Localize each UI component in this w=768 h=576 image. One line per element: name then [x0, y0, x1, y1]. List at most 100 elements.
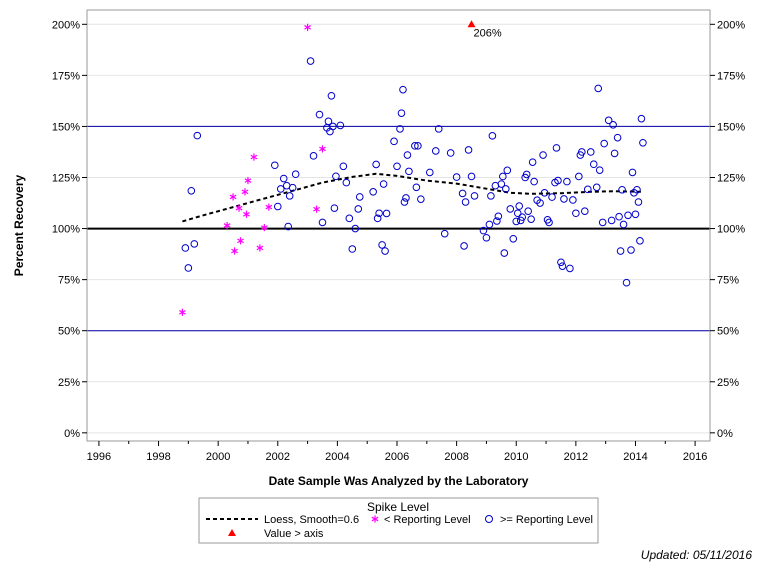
data-point-circle	[279, 174, 288, 183]
legend-label-below-reporting: < Reporting Level	[384, 514, 471, 526]
data-point-circle	[372, 160, 380, 169]
y-tick-label-right: 75%	[717, 275, 739, 287]
data-point-circle	[499, 172, 507, 181]
data-point-circle	[500, 249, 509, 257]
data-point-circle	[494, 212, 503, 221]
data-point-circle	[607, 216, 616, 225]
data-point-circle	[440, 229, 449, 238]
data-point-asterisk	[265, 203, 273, 211]
plot-frame	[86, 9, 711, 442]
data-point-circle	[619, 220, 628, 229]
data-point-circle	[327, 91, 336, 100]
data-point-asterisk	[235, 204, 243, 212]
y-axis-right: 0% 25% 50% 75% 100% 125% 150% 175% 200%	[710, 19, 745, 440]
data-point-circle	[583, 185, 592, 194]
data-point-circle	[586, 148, 595, 156]
data-point-circle	[339, 162, 348, 171]
data-point-circle	[509, 234, 518, 243]
data-point-circle	[431, 147, 440, 155]
data-point-circle	[479, 226, 488, 235]
data-point-circle	[540, 189, 549, 197]
legend-label-value-above-axis: Value > axis	[264, 528, 324, 540]
data-point-circle	[379, 180, 388, 188]
data-point-asterisk	[229, 193, 237, 201]
data-point-circle	[631, 210, 640, 219]
data-point-asterisk	[256, 244, 264, 252]
data-point-circle	[434, 125, 443, 133]
data-point-circle	[527, 215, 535, 223]
data-point-circle	[595, 166, 604, 174]
data-point-circle	[373, 214, 382, 223]
data-point-circle	[400, 198, 409, 206]
data-point-circle	[284, 222, 293, 231]
y-tick-label-right: 100%	[717, 224, 745, 236]
data-point-circle	[572, 209, 580, 218]
data-point-circle	[506, 205, 515, 213]
data-point-circle	[273, 202, 282, 211]
data-point-circle	[351, 224, 360, 233]
data-point-circle	[369, 187, 377, 196]
data-point-circle	[425, 168, 434, 177]
x-tick-label: 2008	[444, 451, 468, 463]
data-point-circle	[600, 139, 608, 148]
data-point-circle	[515, 202, 524, 210]
x-tick-label: 2006	[385, 451, 409, 463]
loess-curve	[182, 172, 642, 223]
data-point-circle	[324, 117, 333, 126]
data-point-circle	[375, 209, 383, 218]
loess-line	[182, 172, 642, 223]
data-point-circle	[487, 192, 495, 200]
y-tick-label: 200%	[52, 19, 80, 31]
x-tick-label: 2004	[325, 451, 349, 463]
legend-circle-swatch	[485, 515, 493, 523]
data-point-circle	[276, 185, 285, 193]
legend-triangle-swatch	[228, 529, 236, 536]
reference-lines	[87, 125, 710, 332]
data-point-circle	[306, 57, 315, 65]
x-tick-label: 2000	[206, 451, 230, 463]
x-tick-label: 2010	[504, 451, 528, 463]
data-point-circle	[461, 198, 470, 206]
data-point-circle	[627, 246, 635, 254]
data-point-circle	[615, 212, 623, 221]
data-point-circle	[594, 84, 603, 93]
data-point-circle	[390, 137, 398, 146]
y-axis-title: Percent Recovery	[12, 174, 26, 276]
updated-footnote: Updated: 05/11/2016	[640, 548, 752, 562]
data-point-circle	[378, 241, 386, 249]
data-point-circle	[417, 195, 425, 203]
data-point-circle	[569, 196, 577, 204]
y-tick-label-right: 50%	[717, 326, 739, 338]
data-point-asterisk	[244, 176, 252, 185]
data-point-circle	[181, 244, 190, 252]
data-point-circle	[558, 262, 567, 270]
data-point-circle	[187, 186, 196, 195]
data-point-circle	[575, 172, 583, 181]
data-point-circle	[397, 109, 406, 117]
data-point-circle	[336, 121, 345, 130]
legend-label-loess: Loess, Smooth=0.6	[264, 514, 359, 526]
data-point-circle	[624, 211, 632, 220]
data-point-circle	[502, 185, 510, 193]
legend-label-above-reporting: >= Reporting Level	[500, 514, 593, 526]
data-point-asterisk	[313, 205, 320, 213]
data-point-circle	[467, 172, 476, 181]
x-axis: 1996 1998 2000 2002 2004 2006 2008 2010 2012 2014…	[87, 441, 707, 463]
data-point-circle	[329, 122, 337, 131]
data-point-circle	[332, 172, 340, 181]
data-point-circle	[270, 161, 279, 170]
legend-title: Spike Level	[367, 500, 429, 514]
legend: Spike Level Loess, Smooth=0.6 < Reportin…	[198, 497, 599, 544]
data-point-circle	[539, 151, 547, 159]
y-tick-label-right: 200%	[717, 19, 745, 31]
data-point-circle	[412, 183, 421, 192]
data-point-circle	[512, 217, 521, 226]
data-point-circle	[355, 193, 364, 201]
data-point-circle	[485, 220, 494, 229]
data-point-circle	[628, 168, 637, 177]
data-point-circle	[616, 247, 625, 255]
data-point-circle	[633, 185, 641, 194]
y-axis-left: 0% 25% 50% 75% 100% 125% 150% 175% 200%	[52, 19, 87, 440]
data-point-circle	[345, 214, 354, 223]
